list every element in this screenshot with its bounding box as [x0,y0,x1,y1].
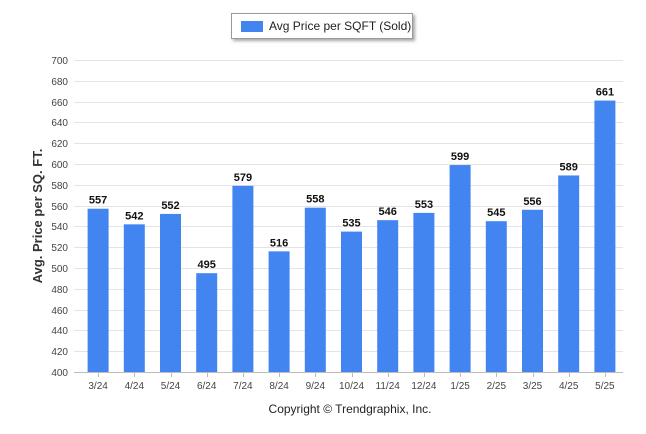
bar [196,273,218,372]
value-label: 579 [234,172,252,184]
y-tick-label: 480 [51,285,68,296]
value-label: 558 [306,194,324,206]
value-label: 516 [270,237,288,249]
y-tick-label: 620 [51,139,68,150]
bar [413,212,435,372]
value-label: 495 [198,259,216,271]
x-tick-label: 2/25 [487,381,507,392]
y-tick-label: 640 [51,118,68,129]
bars [87,100,616,372]
value-label: 535 [342,218,360,230]
bar [160,213,181,372]
value-label: 599 [451,151,469,163]
x-tick-label: 4/24 [125,381,145,392]
value-label: 553 [415,199,433,211]
x-tick-label: 10/24 [339,381,364,392]
value-label: 546 [379,206,397,218]
bar [594,100,616,372]
y-tick-label: 460 [51,306,68,317]
value-label: 661 [596,87,614,99]
bar [558,175,580,372]
bar [522,209,543,372]
bar [304,207,326,372]
legend-label: Avg Price per SQFT (Sold) [269,19,412,33]
y-tick-label: 400 [51,368,68,379]
axes: 400 420 440 460 480 500 520 540 560 580 600 620 640 6… [51,56,623,392]
x-tick-label: 11/24 [376,381,401,392]
x-tick-label: 8/24 [269,381,289,392]
x-tick-label: 5/24 [161,381,181,392]
y-tick-label: 660 [51,98,68,109]
y-tick-label: 500 [51,264,68,275]
value-label: 542 [125,210,143,222]
x-tick-label: 12/24 [411,381,436,392]
bar [123,224,145,372]
y-tick-label: 700 [51,56,68,67]
y-axis-label: Avg. Price per SQ. FT. [30,149,45,284]
bar [232,185,254,372]
x-tick-label: 5/25 [595,381,615,392]
y-tick-label: 540 [51,222,68,233]
y-tick-label: 520 [51,243,68,254]
y-tick-label: 420 [51,347,68,358]
x-tick-label: 6/24 [197,381,217,392]
y-tick-label: 600 [51,160,68,171]
x-axis-label: Copyright © Trendgraphix, Inc. [269,402,432,416]
y-tick-label: 580 [51,181,68,192]
bar [377,220,399,372]
y-tick-label: 560 [51,202,68,213]
x-tick-label: 9/24 [306,381,326,392]
y-tick-label: 680 [51,77,68,88]
bar [485,221,507,372]
bar [449,165,471,372]
value-label: 556 [523,196,541,208]
bar [341,231,362,372]
x-tick-label: 7/24 [233,381,253,392]
value-labels: 557 542 552 495 579 516 558 535 546 553 599 545 556 5… [89,87,614,272]
legend-swatch [241,20,263,32]
x-tick-label: 4/25 [559,381,579,392]
x-tick-label: 3/25 [523,381,543,392]
bar [87,208,109,372]
value-label: 589 [560,161,578,173]
x-tick-label: 1/25 [450,381,470,392]
y-tick-label: 440 [51,326,68,337]
x-tick-label: 3/24 [88,381,108,392]
value-label: 545 [487,207,505,219]
bar [268,251,290,372]
legend: Avg Price per SQFT (Sold) [231,13,413,39]
value-label: 552 [161,200,179,212]
value-label: 557 [89,195,107,207]
